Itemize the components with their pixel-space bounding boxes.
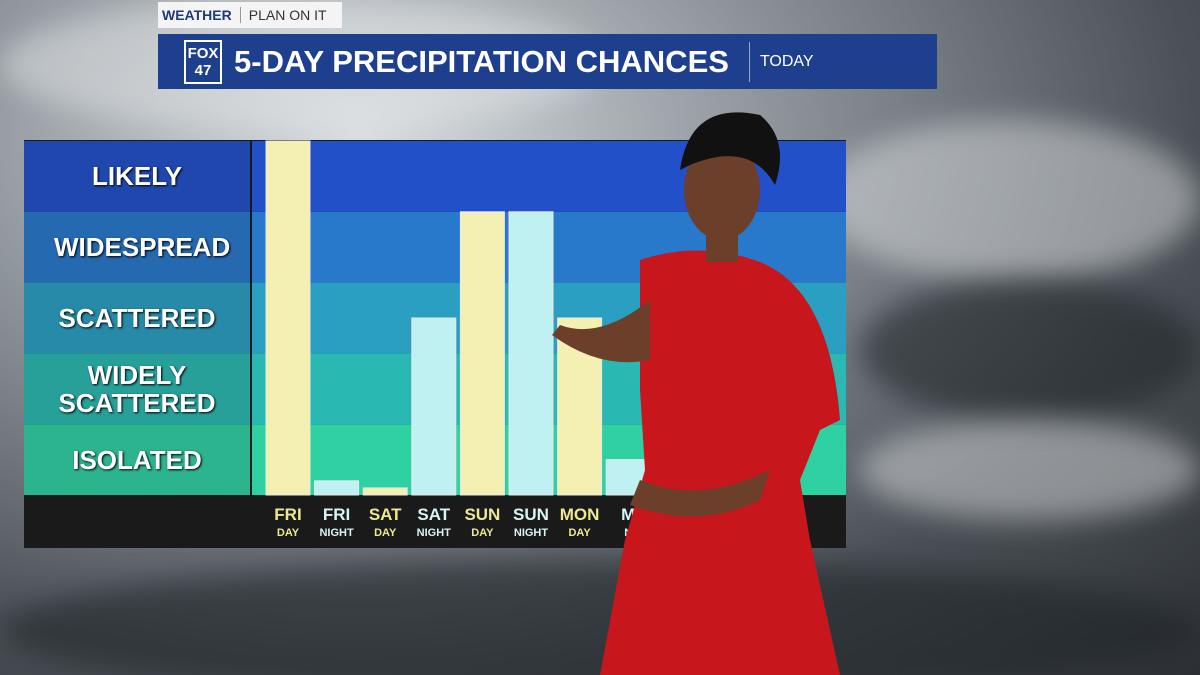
- slogan: PLAN ON IT: [248, 7, 327, 23]
- x-tick-sublabel: NIGHT: [514, 527, 549, 539]
- top-bar: WEATHER PLAN ON IT: [158, 2, 342, 28]
- label-band: [24, 424, 250, 495]
- x-tick-label: SUN: [513, 505, 549, 524]
- title-bar: FOX 47 5-DAY PRECIPITATION CHANCES TODAY: [158, 34, 937, 89]
- y-tick-label: LIKELY: [91, 161, 183, 192]
- cloud: [860, 280, 1200, 420]
- cloud: [820, 120, 1200, 280]
- label-band: [24, 211, 250, 283]
- y-tick-label: WIDESPREAD: [54, 232, 231, 263]
- bar: [411, 317, 457, 496]
- logo: FOX 47: [184, 39, 222, 84]
- x-tick-label: SAT: [369, 505, 402, 524]
- bar: [459, 211, 505, 496]
- x-tick-label: FRI: [323, 505, 350, 524]
- label-band: [24, 353, 250, 425]
- label-band: [24, 141, 250, 212]
- x-tick-label: MON: [560, 505, 600, 524]
- x-tick-sublabel: NIGHT: [319, 527, 354, 539]
- y-tick-label: ISOLATED: [72, 444, 202, 475]
- x-tick-sublabel: DAY: [374, 527, 397, 539]
- cloud: [860, 420, 1200, 520]
- x-tick-label: SAT: [417, 505, 450, 524]
- bar: [265, 140, 311, 496]
- brand: WEATHER: [158, 7, 241, 23]
- x-tick-sublabel: DAY: [471, 527, 494, 539]
- logo-text: FOX: [187, 44, 219, 62]
- y-tick-label: SCATTERED: [58, 303, 216, 333]
- plot: FRI DAY FRI NIGHT SAT DAY SAT NIGHT SUN DAY SUN NIG…: [24, 140, 846, 539]
- logo-text: 47: [194, 61, 212, 79]
- y-tick-label: WIDELY SCATTERED: [58, 359, 216, 418]
- x-tick-sublabel: DAY: [568, 527, 591, 539]
- bar: [314, 480, 360, 496]
- subtitle: TODAY: [759, 52, 814, 70]
- x-tick-sublabel: DAY: [277, 527, 300, 539]
- x-tick-sublabel: NIGHT: [417, 527, 452, 539]
- label-band: [24, 282, 250, 354]
- chart-title: 5-DAY PRECIPITATION CHANCES: [234, 41, 750, 82]
- cloud: [0, 560, 1200, 675]
- bar: [508, 211, 554, 496]
- presenter: [552, 112, 840, 675]
- x-tick-label: FRI: [274, 505, 301, 524]
- x-tick-label: SUN: [464, 505, 500, 524]
- bar: [362, 487, 408, 496]
